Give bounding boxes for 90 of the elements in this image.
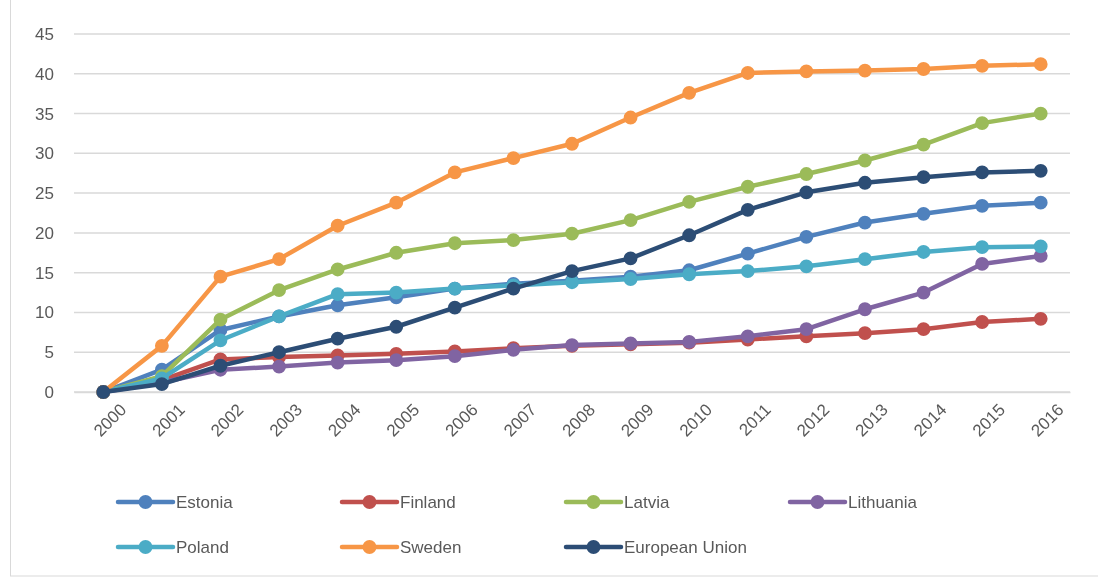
point <box>858 326 872 341</box>
legend-label: European Union <box>624 537 747 557</box>
point <box>389 353 404 368</box>
point <box>623 213 638 228</box>
point <box>330 331 345 346</box>
point <box>447 349 462 364</box>
point <box>447 165 462 180</box>
point <box>330 218 345 233</box>
point <box>1033 163 1048 178</box>
y-tick-label: 20 <box>35 223 54 243</box>
point <box>1033 106 1048 121</box>
point <box>799 229 814 244</box>
point <box>330 262 345 277</box>
point <box>330 355 345 370</box>
point <box>389 195 404 210</box>
point <box>506 151 521 165</box>
point <box>740 66 755 80</box>
point <box>975 315 990 329</box>
point <box>213 312 228 327</box>
point <box>740 202 755 217</box>
point <box>799 259 814 274</box>
point <box>740 179 755 194</box>
legend-label: Poland <box>176 537 229 557</box>
point <box>799 167 814 181</box>
y-tick-label: 35 <box>35 104 54 124</box>
y-tick-label: 5 <box>44 343 54 363</box>
point <box>506 233 521 247</box>
point <box>213 269 228 284</box>
point <box>740 246 755 261</box>
point <box>1033 195 1048 210</box>
point <box>916 206 931 221</box>
point <box>565 226 579 241</box>
y-tick-label: 25 <box>35 184 54 204</box>
point <box>916 285 931 300</box>
point <box>1033 57 1048 72</box>
point <box>858 302 872 317</box>
legend-label: Latvia <box>624 492 670 512</box>
point <box>623 110 638 125</box>
point <box>682 194 697 209</box>
y-tick-label: 40 <box>35 64 54 84</box>
y-tick-label: 10 <box>35 303 54 323</box>
legend-label: Sweden <box>400 537 462 557</box>
point <box>916 322 931 337</box>
point <box>858 252 872 267</box>
point <box>623 251 638 266</box>
point <box>682 85 697 100</box>
point <box>389 319 404 334</box>
point <box>213 358 228 373</box>
point <box>272 359 286 374</box>
point <box>799 64 814 79</box>
point <box>272 283 286 298</box>
legend-label: Lithuania <box>848 492 918 512</box>
y-tick-label: 45 <box>35 24 54 44</box>
point <box>1033 311 1048 326</box>
point <box>682 267 697 282</box>
y-tick-label: 0 <box>44 382 54 402</box>
point <box>916 245 931 259</box>
point <box>565 136 579 151</box>
point <box>330 287 345 302</box>
y-tick-label: 15 <box>35 263 54 283</box>
point <box>916 62 931 76</box>
point <box>858 63 872 78</box>
point <box>799 185 814 200</box>
point <box>858 153 872 168</box>
point <box>213 333 228 348</box>
point <box>389 285 404 300</box>
point <box>975 257 990 271</box>
point <box>975 165 990 180</box>
point <box>389 245 404 260</box>
point <box>447 300 462 315</box>
point <box>975 116 990 130</box>
point <box>975 240 990 255</box>
point <box>916 170 931 185</box>
point <box>858 175 872 190</box>
point <box>682 228 697 243</box>
point <box>272 345 286 360</box>
point <box>1033 239 1048 254</box>
point <box>740 264 755 278</box>
legend-label: Finland <box>400 492 456 512</box>
point <box>154 338 169 353</box>
y-tick-label: 30 <box>35 144 54 164</box>
point <box>975 198 990 213</box>
point <box>565 264 579 278</box>
point <box>447 236 462 251</box>
point <box>858 215 872 230</box>
point <box>272 252 286 267</box>
point <box>916 137 931 152</box>
point <box>975 58 990 73</box>
legend-label: Estonia <box>176 492 234 512</box>
point <box>799 322 814 337</box>
